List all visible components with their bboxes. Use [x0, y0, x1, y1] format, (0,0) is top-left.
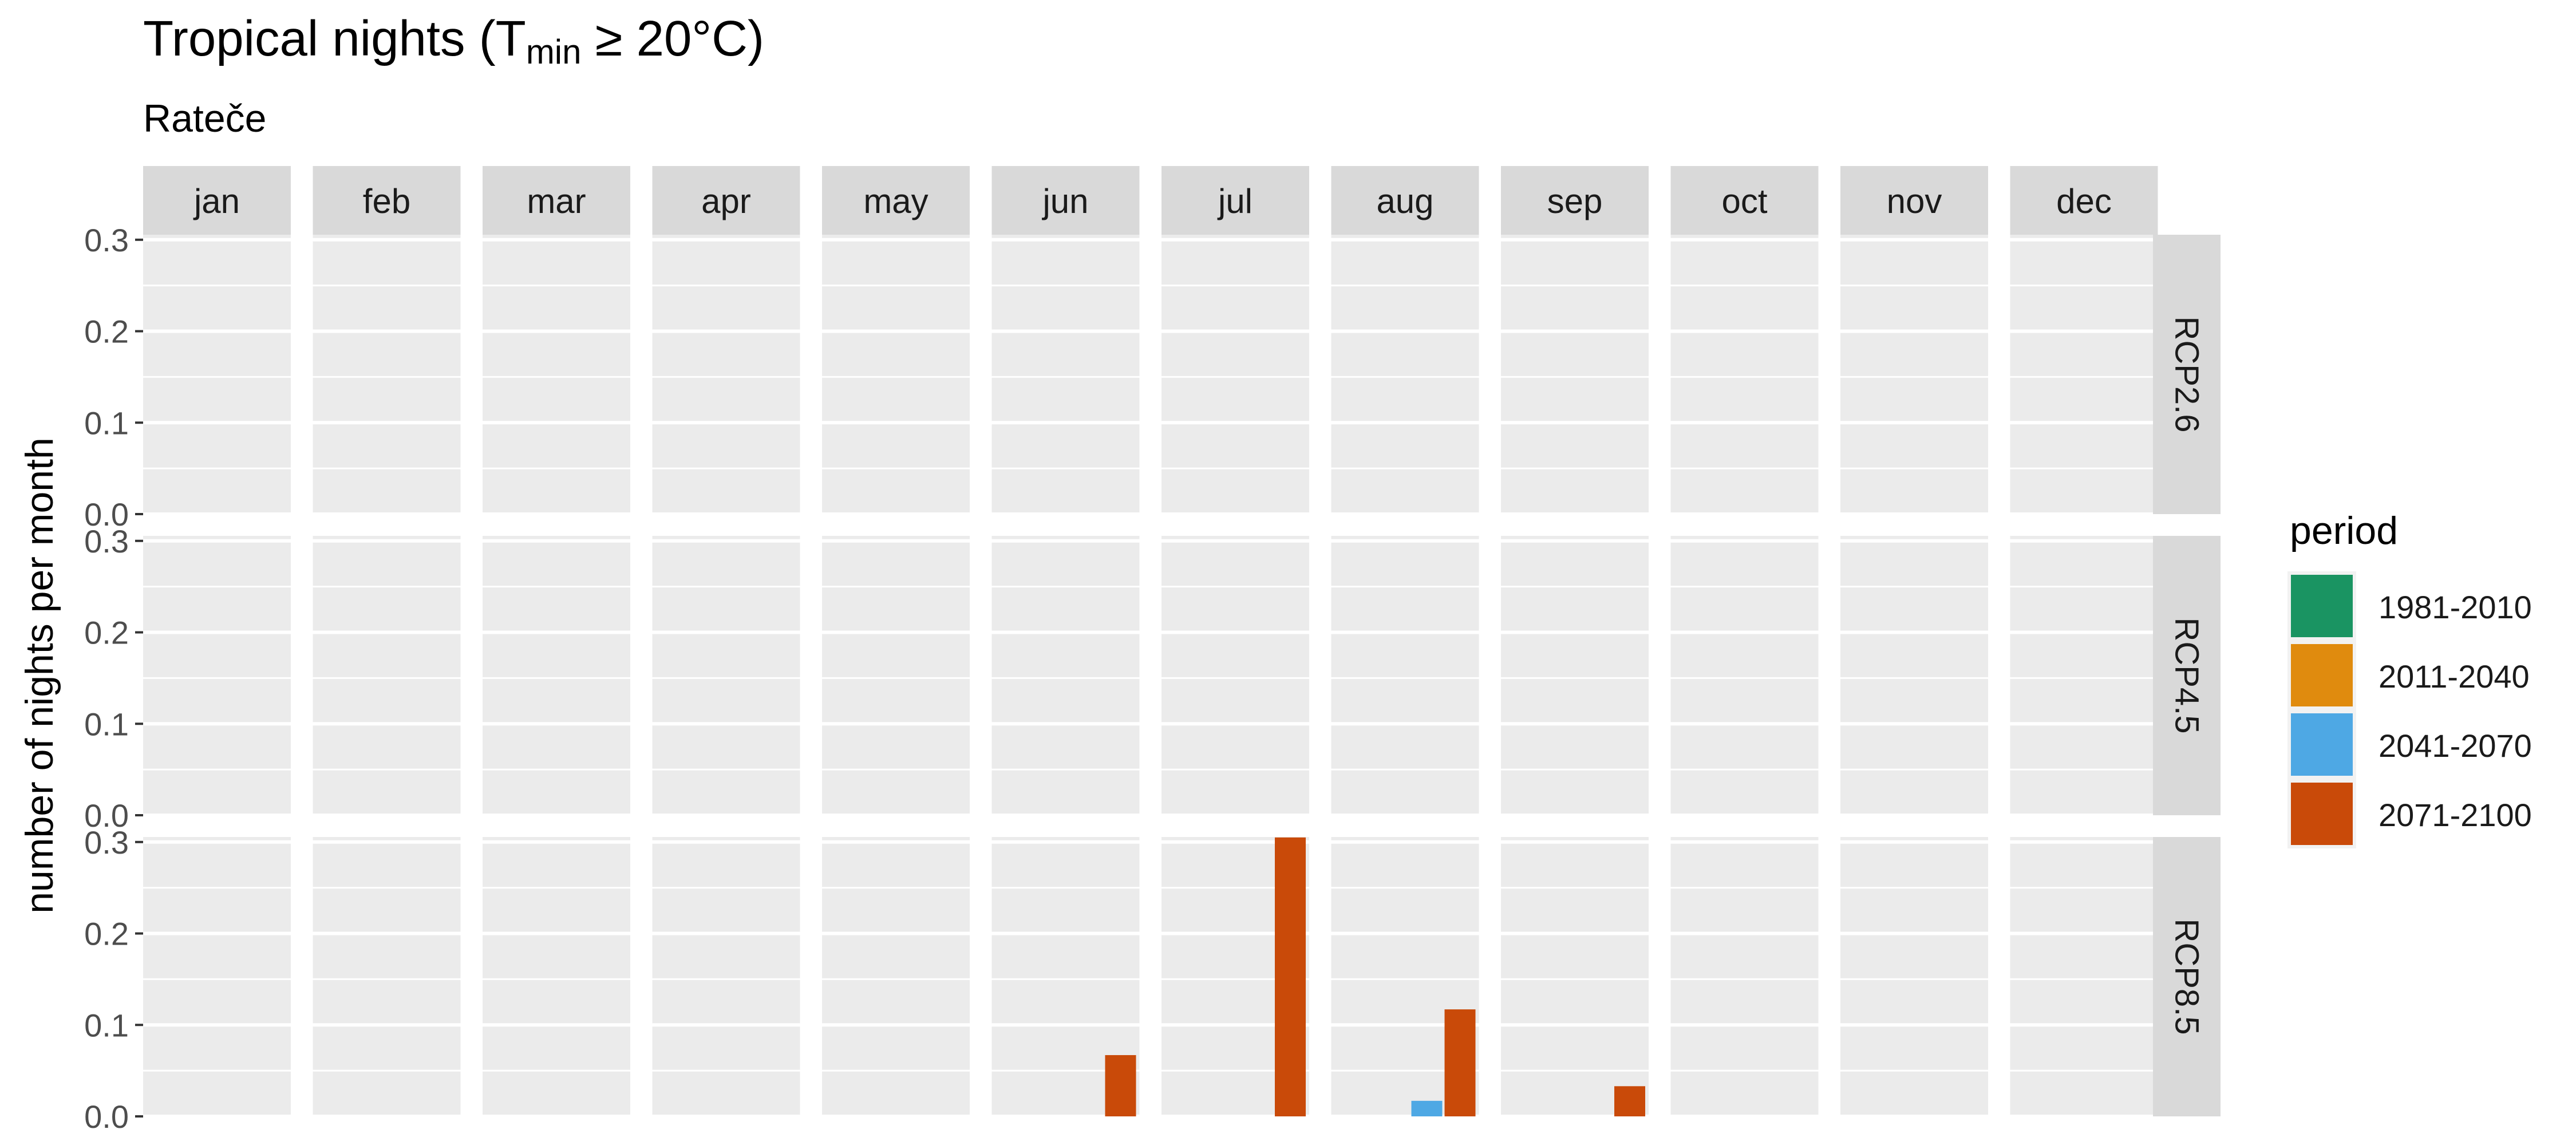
panel-background: [1501, 837, 1649, 1116]
scenario-label-RCP2-6: RCP2.6: [2168, 316, 2206, 432]
month-label-jun: jun: [1041, 182, 1088, 220]
month-label-apr: apr: [701, 182, 751, 220]
panel-background: [822, 837, 970, 1116]
legend-title: period: [2290, 509, 2398, 552]
month-strip: [822, 166, 970, 235]
legend-swatch-2071-2100: [2291, 783, 2353, 845]
panel-background: [1331, 536, 1479, 815]
panel-background: [991, 536, 1140, 815]
scenario-label-RCP8-5: RCP8.5: [2168, 918, 2206, 1035]
month-strip: [313, 166, 461, 235]
panel-background: [1161, 235, 1309, 514]
panel-background: [1840, 536, 1988, 815]
panel-background: [483, 837, 630, 1116]
legend-swatch-2011-2040: [2291, 644, 2353, 706]
panel-background: [1670, 235, 1819, 514]
y-tick-label: 0.2: [84, 615, 129, 651]
month-label-feb: feb: [363, 182, 410, 220]
y-tick-label: 0.3: [84, 222, 129, 258]
month-label-sep: sep: [1547, 182, 1603, 220]
bar-RCP8-5-aug-2071-2100: [1444, 1009, 1476, 1116]
title-prefix: Tropical nights (T: [143, 11, 526, 66]
legend-label-2011-2040: 2011-2040: [2379, 658, 2530, 694]
panel-background: [2010, 536, 2158, 815]
panel-background: [143, 536, 291, 815]
y-tick-label: 0.0: [84, 797, 129, 834]
month-label-oct: oct: [1721, 182, 1767, 220]
panel-background: [991, 235, 1140, 514]
panel-background: [2010, 837, 2158, 1116]
panel-background: [822, 235, 970, 514]
title-suffix: ≥ 20°C): [581, 11, 764, 66]
panel-background: [483, 235, 630, 514]
y-tick-label: 0.1: [84, 706, 129, 742]
scenario-strip: [2153, 235, 2221, 514]
panel-background: [143, 235, 291, 514]
panel-background: [652, 536, 800, 815]
panel-background: [143, 837, 291, 1116]
y-tick-label: 0.1: [84, 405, 129, 441]
y-tick-label: 0.2: [84, 314, 129, 350]
month-strip: [1331, 166, 1479, 235]
month-strip: [991, 166, 1140, 235]
chart-title: Tropical nights (Tmin ≥ 20°C): [143, 10, 764, 72]
month-label-may: may: [863, 182, 928, 220]
y-tick-label: 0.0: [84, 496, 129, 532]
legend-label-2071-2100: 2071-2100: [2379, 797, 2532, 833]
legend-label-1981-2010: 1981-2010: [2379, 589, 2532, 625]
panel-background: [1670, 536, 1819, 815]
panel-background: [652, 235, 800, 514]
legend-swatch-1981-2010: [2291, 575, 2353, 637]
y-tick-label: 0.0: [84, 1099, 129, 1135]
y-tick-label: 0.3: [84, 824, 129, 860]
month-label-dec: dec: [2056, 182, 2112, 220]
month-strip: [1161, 166, 1309, 235]
panel-background: [313, 235, 461, 514]
month-label-aug: aug: [1376, 182, 1433, 220]
panel-background: [822, 536, 970, 815]
title-subscript: min: [526, 33, 582, 71]
month-strip: [1840, 166, 1988, 235]
panel-background: [1161, 536, 1309, 815]
bar-RCP8-5-aug-2041-2070: [1411, 1100, 1443, 1116]
panel-background: [1501, 235, 1649, 514]
panel-background: [313, 536, 461, 815]
month-label-jan: jan: [193, 182, 240, 220]
bar-RCP8-5-jul-2071-2100: [1275, 837, 1306, 1116]
panel-background: [483, 536, 630, 815]
panel-background: [1670, 837, 1819, 1116]
month-strip: [1670, 166, 1819, 235]
y-axis-title: number of nights per month: [18, 437, 61, 914]
legend-swatch-2041-2070: [2291, 713, 2353, 776]
y-tick-label: 0.2: [84, 916, 129, 952]
y-tick-label: 0.1: [84, 1007, 129, 1043]
month-strip: [652, 166, 800, 235]
chart-subtitle: Rateče: [143, 97, 267, 140]
month-strip: [1501, 166, 1649, 235]
scenario-strip: [2153, 837, 2221, 1116]
legend-label-2041-2070: 2041-2070: [2379, 728, 2532, 764]
month-strip: [2010, 166, 2158, 235]
panel-background: [1840, 837, 1988, 1116]
panel-background: [313, 837, 461, 1116]
month-label-jul: jul: [1217, 182, 1253, 220]
panel-background: [1331, 235, 1479, 514]
panel-background: [652, 837, 800, 1116]
bar-RCP8-5-jun-2071-2100: [1105, 1055, 1136, 1116]
scenario-strip: [2153, 536, 2221, 815]
panel-background: [1501, 536, 1649, 815]
month-strip: [143, 166, 291, 235]
panel-background: [2010, 235, 2158, 514]
bar-RCP8-5-sep-2071-2100: [1614, 1086, 1645, 1116]
panel-background: [1840, 235, 1988, 514]
month-strip: [483, 166, 630, 235]
scenario-label-RCP4-5: RCP4.5: [2168, 617, 2206, 733]
month-label-mar: mar: [527, 182, 586, 220]
y-tick-label: 0.3: [84, 523, 129, 559]
month-label-nov: nov: [1887, 182, 1942, 220]
